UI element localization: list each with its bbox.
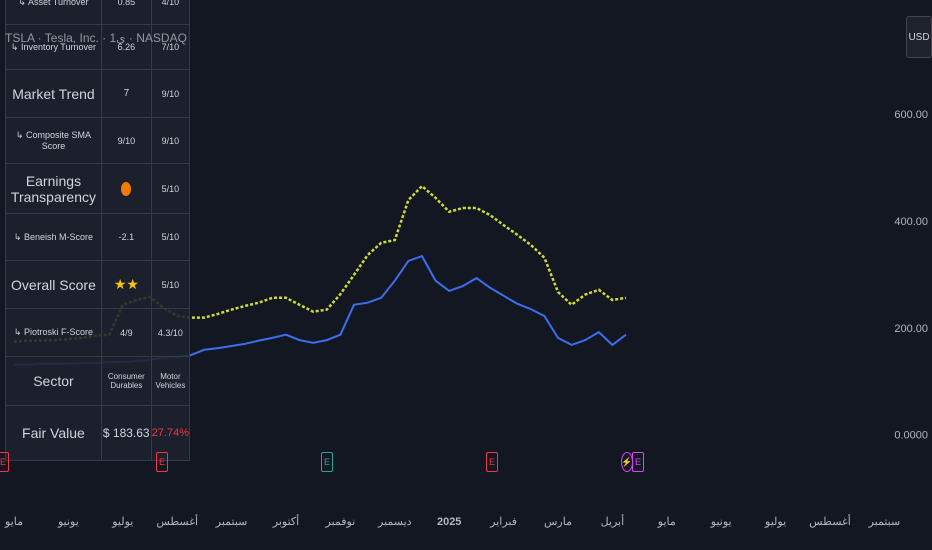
cell: ↳ Composite SMA Score (5, 118, 102, 163)
cell: Overall Score (5, 261, 102, 308)
cell: 27.74% (152, 406, 190, 460)
cell: 5/10 (152, 164, 190, 213)
table-row: ↳ Asset Turnover 0.85 4/10 (5, 0, 190, 25)
cell: 5/10 (152, 214, 190, 260)
x-tick-label: يونيو (710, 516, 732, 528)
cell: ↳ Piotroski F-Score (5, 309, 102, 356)
earnings-marker[interactable]: E (0, 452, 9, 472)
x-tick-label: نوفمبر (325, 516, 356, 528)
x-tick-label: ديسمبر (377, 516, 412, 528)
x-tick-label: أغسطس (156, 514, 198, 528)
x-tick-label: مايو (4, 516, 23, 528)
cell: ↳ Inventory Turnover (5, 25, 102, 69)
table-row: Market Trend 7 9/10 (5, 70, 190, 118)
table-row: Earnings Transparency 5/10 (5, 164, 190, 214)
earnings-marker[interactable]: E (632, 452, 644, 472)
cell: ↳ Beneish M-Score (5, 214, 102, 260)
y-tick-label: 600.00 (894, 109, 928, 121)
cell: ↳ Asset Turnover (5, 0, 102, 24)
x-tick-label: مارس (544, 516, 572, 528)
table-row: ↳ Inventory Turnover 6.26 7/10 (5, 25, 190, 70)
cell: ★★ (102, 261, 152, 308)
x-tick-label: أبريل (601, 514, 625, 528)
cell: Market Trend (5, 70, 102, 117)
cell: Fair Value (5, 406, 102, 460)
x-tick-label: يوليو (111, 516, 133, 528)
cell: $ 183.63 (102, 406, 152, 460)
cell: Sector (5, 357, 102, 405)
cell: 9/10 (152, 118, 190, 163)
x-tick-label: أكتوبر (272, 514, 299, 528)
y-tick-label: 0.0000 (894, 430, 928, 442)
cell: 7/10 (152, 25, 190, 69)
x-tick-label: سبتمبر (868, 516, 901, 528)
currency-button[interactable]: USD (906, 16, 932, 58)
cell: 4/10 (152, 0, 190, 24)
y-tick-label: 200.00 (894, 323, 928, 335)
cell: 5/10 (152, 261, 190, 308)
y-tick-label: 400.00 (894, 216, 928, 228)
earnings-marker[interactable]: E (486, 452, 498, 472)
cell: Motor Vehicles (152, 357, 190, 405)
cell: 9/10 (102, 118, 152, 163)
cell: 4/9 (102, 309, 152, 356)
cell: 0.85 (102, 0, 152, 24)
cell: Earnings Transparency (5, 164, 102, 213)
status-dot (121, 181, 132, 196)
cell (102, 164, 152, 213)
x-tick-label: سبتمبر (215, 516, 248, 528)
x-tick-label: أغسطس (809, 514, 851, 528)
table-row: Sector Consumer Durables Motor Vehicles (5, 357, 190, 406)
cell: -2.1 (102, 214, 152, 260)
cell: 4.3/10 (152, 309, 190, 356)
cell: 7 (102, 70, 152, 117)
table-row: ↳ Piotroski F-Score 4/9 4.3/10 (5, 309, 190, 357)
metrics-table: ↳ Asset Turnover 0.85 4/10 ↳ Inventory Tur… (5, 0, 190, 461)
cell: 6.26 (102, 25, 152, 69)
x-tick-label: يونيو (57, 516, 79, 528)
table-row: Overall Score ★★ 5/10 (5, 261, 190, 309)
table-row: ↳ Composite SMA Score 9/10 9/10 (5, 118, 190, 164)
x-tick-label: يوليو (764, 516, 786, 528)
x-tick-label: فبراير (489, 516, 517, 528)
x-tick-label: مايو (657, 516, 676, 528)
cell: Consumer Durables (102, 357, 152, 405)
table-row: ↳ Beneish M-Score -2.1 5/10 (5, 214, 190, 261)
earnings-marker[interactable]: E (156, 452, 168, 472)
x-tick-label: 2025 (437, 516, 461, 528)
symbol-header: TSLA · Tesla, Inc. · 1ي · NASDAQ (5, 31, 187, 45)
cell: 9/10 (152, 70, 190, 117)
earnings-marker[interactable]: E (321, 452, 333, 472)
table-row: Fair Value $ 183.63 27.74% (5, 406, 190, 461)
